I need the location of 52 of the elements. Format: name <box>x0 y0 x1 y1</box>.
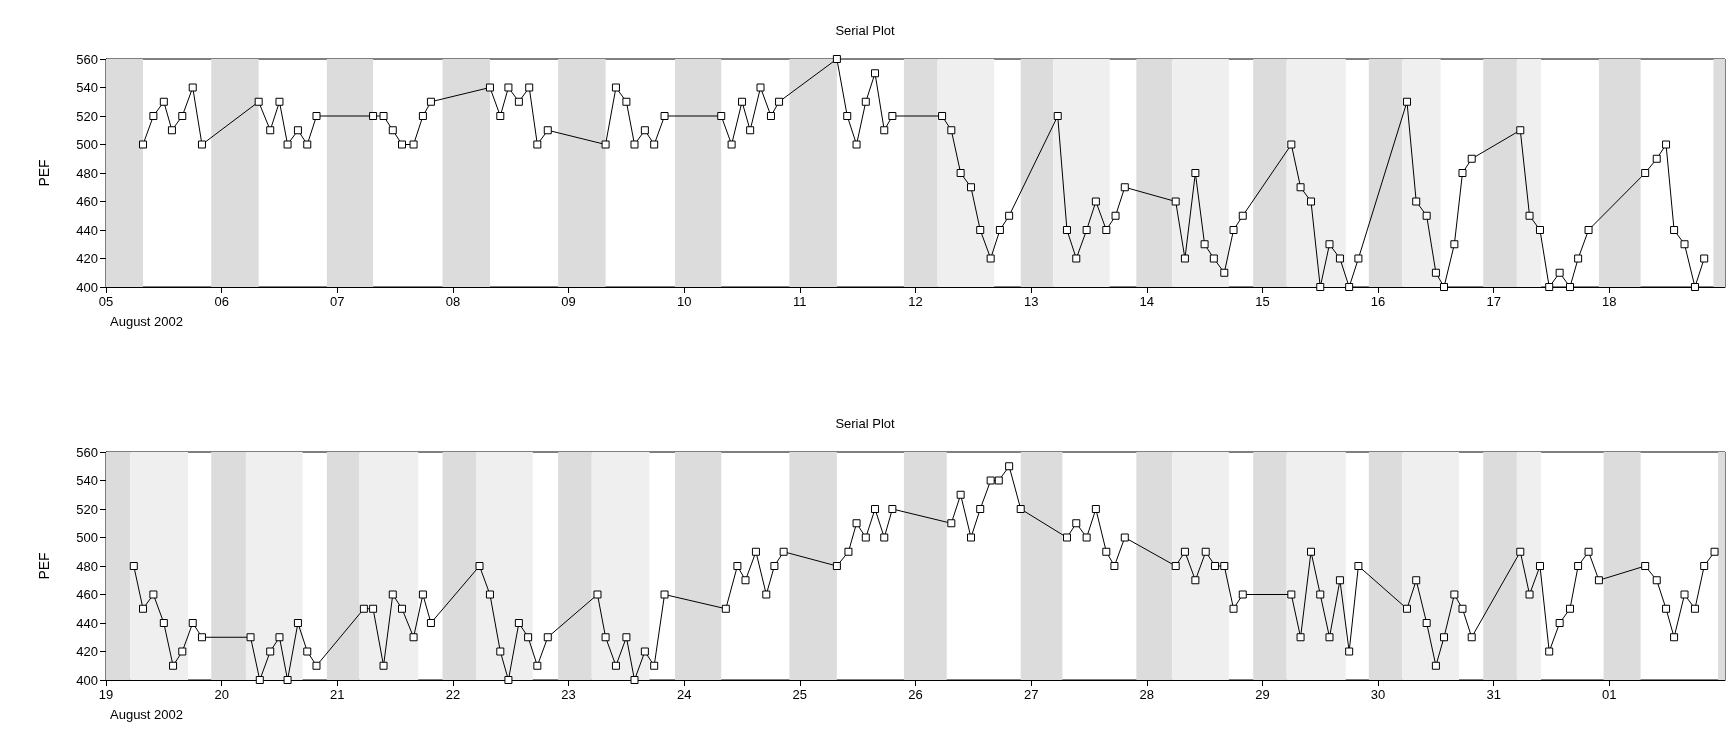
y-tick-label: 560 <box>76 444 98 460</box>
y-tick-label: 480 <box>76 558 98 574</box>
x-tick-label: 09 <box>561 294 576 309</box>
y-tick-label: 420 <box>76 251 98 266</box>
x-tick-label: 24 <box>676 687 692 702</box>
x-tick-label: 10 <box>676 294 692 309</box>
x-tick-label: 26 <box>908 687 923 702</box>
x-tick-label: 08 <box>445 294 461 309</box>
x-tick-label: 21 <box>330 687 345 702</box>
y-tick-label: 420 <box>76 644 98 659</box>
x-tick-label: 14 <box>1139 294 1155 309</box>
x-tick-label: 12 <box>908 294 923 309</box>
y-tick-label: 500 <box>76 530 98 545</box>
x-tick-label: 30 <box>1370 687 1386 702</box>
chart-title: Serial Plot <box>835 416 896 431</box>
chart-title: Serial Plot <box>835 23 896 38</box>
x-tick-label: 05 <box>98 294 114 309</box>
x-tick-label: 19 <box>98 687 114 702</box>
y-tick-label: 460 <box>76 194 98 209</box>
x-tick-label: 29 <box>1255 687 1270 702</box>
y-tick-label: 440 <box>76 222 98 238</box>
x-tick-label: 15 <box>1255 294 1270 309</box>
x-tick-label: 17 <box>1486 294 1501 309</box>
x-tick-label: 22 <box>445 687 461 702</box>
x-tick-label: 16 <box>1370 294 1386 309</box>
y-tick-label: 440 <box>76 615 98 631</box>
x-tick-label: 06 <box>214 294 229 309</box>
y-tick-label: 520 <box>76 501 98 517</box>
x-tick-label: 23 <box>561 687 576 702</box>
x-tick-label: 27 <box>1023 687 1039 702</box>
y-axis-title: PEF <box>36 159 52 187</box>
x-tick-label: 28 <box>1139 687 1155 702</box>
y-tick-label: 400 <box>76 279 98 295</box>
y-tick-label: 560 <box>76 51 98 67</box>
x-tick-label: 07 <box>330 294 345 309</box>
y-axis-title: PEF <box>36 552 52 580</box>
y-tick-label: 520 <box>76 108 98 124</box>
y-tick-label: 400 <box>76 672 98 688</box>
x-axis-title: August 2002 <box>110 707 184 722</box>
x-tick-label: 01 <box>1602 687 1617 702</box>
y-tick-label: 480 <box>76 165 98 181</box>
x-tick-label: 20 <box>214 687 229 702</box>
x-axis-title: August 2002 <box>110 314 184 329</box>
y-tick-label: 460 <box>76 587 98 602</box>
y-tick-label: 500 <box>76 137 98 152</box>
y-tick-label: 540 <box>76 473 98 488</box>
y-tick-label: 540 <box>76 80 98 95</box>
x-tick-label: 31 <box>1486 687 1501 702</box>
x-tick-label: 11 <box>793 294 807 309</box>
x-tick-label: 13 <box>1023 294 1039 309</box>
x-tick-label: 25 <box>792 687 808 702</box>
x-tick-label: 18 <box>1602 294 1617 309</box>
